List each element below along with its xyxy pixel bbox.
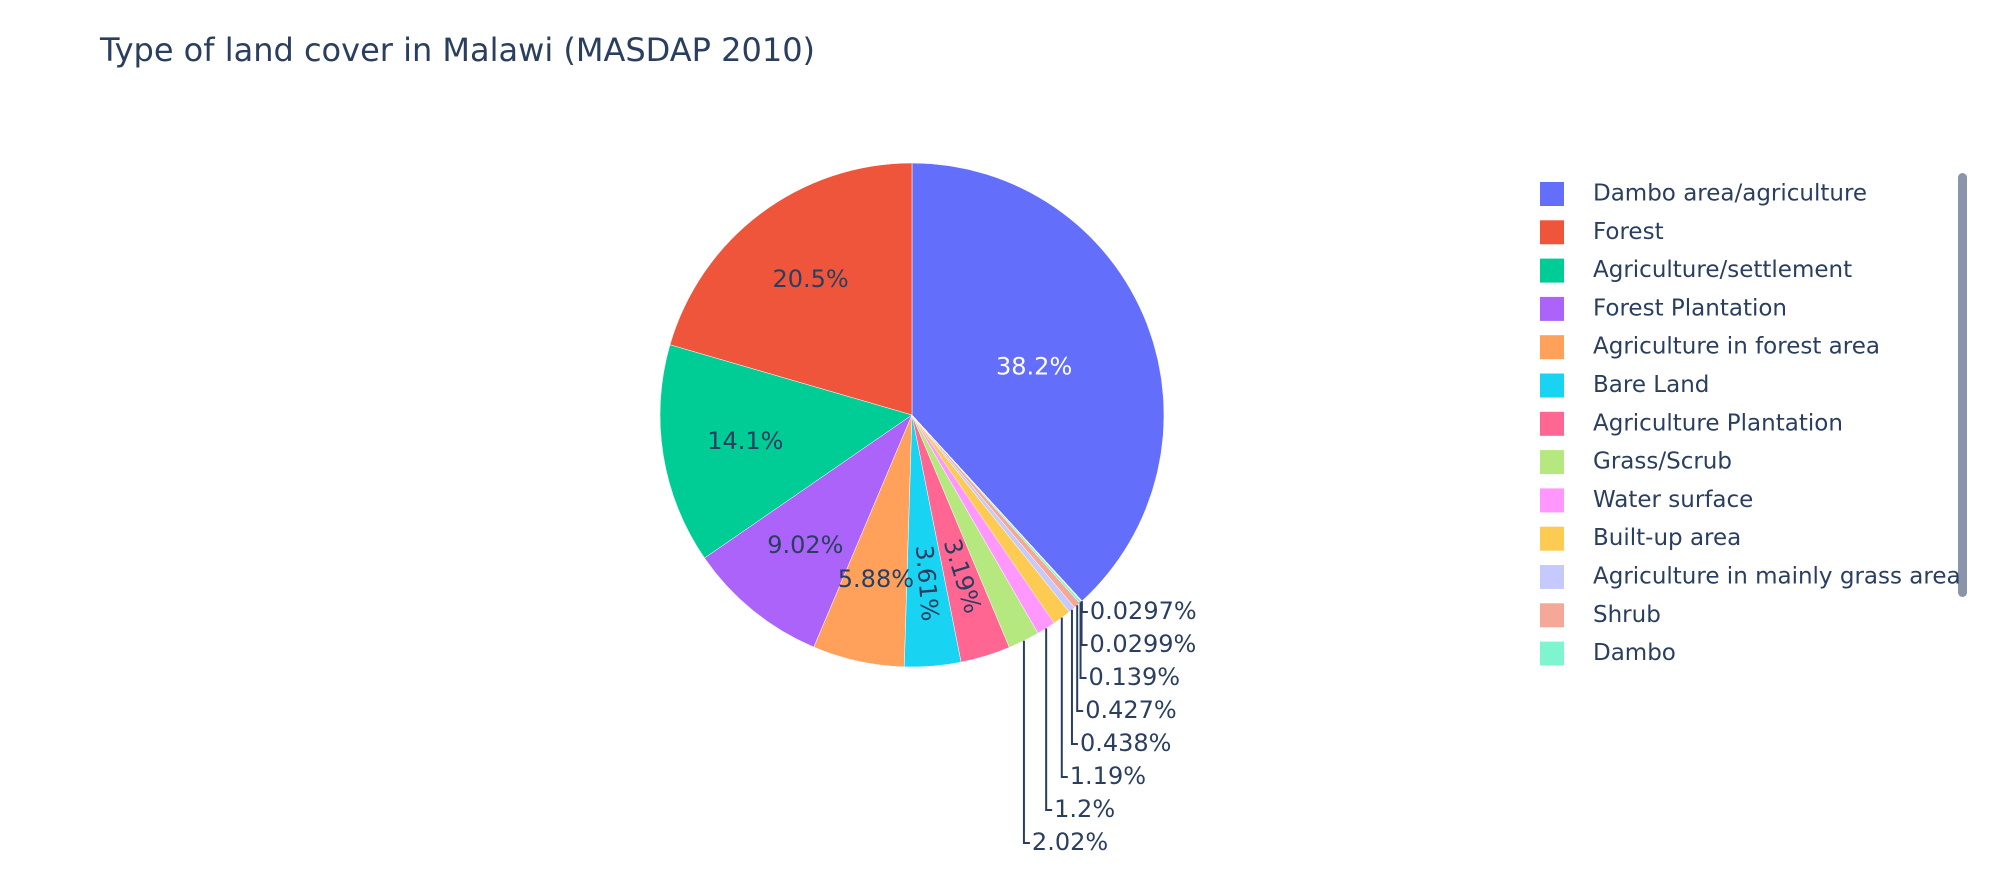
legend-swatch [1540,565,1564,589]
legend-label: Agriculture in forest area [1593,334,1880,360]
legend-swatch [1540,335,1564,360]
slice-label: 38.2% [996,353,1072,381]
leader-line [1080,601,1088,613]
leader-line [1070,609,1078,745]
legend-scrollbar[interactable] [1958,173,1967,597]
legend-label: Grass/Scrub [1593,449,1732,475]
legend-label: Forest [1593,219,1664,245]
slice-label: 0.139% [1089,663,1181,691]
pie-slice [911,162,1165,602]
slice-label: 0.438% [1080,729,1172,757]
legend-swatch [1540,220,1564,245]
legend-swatch [1540,488,1564,513]
pie-slice [669,162,913,416]
legend-label: Dambo area/agriculture [1593,181,1867,207]
legend-label: Water surface [1593,487,1753,513]
legend-swatch [1540,411,1564,436]
slice-label: 1.2% [1054,795,1115,823]
legend-swatch [1540,373,1564,398]
slice-label: 1.19% [1070,762,1146,790]
pie-slice [704,414,913,648]
legend-label: Agriculture Plantation [1593,410,1843,436]
leader-line [1060,617,1068,778]
legend-swatch [1540,526,1564,551]
slice-label: 3.61% [910,544,944,622]
leader-line [1080,601,1088,646]
slice-label: 9.02% [767,531,843,559]
legend-swatch [1540,258,1564,283]
slice-label: 5.88% [838,565,914,593]
legend-label: Built-up area [1593,525,1741,551]
legend-swatch [1540,603,1564,628]
legend-label: Agriculture in mainly grass area [1593,564,1961,590]
legend-swatch [1540,450,1564,475]
legend-swatch [1540,641,1564,666]
slice-label: 0.0297% [1090,597,1197,625]
slice-label: 20.5% [772,265,848,293]
slice-label: 0.427% [1085,696,1177,724]
legend-label: Agriculture/settlement [1593,257,1852,283]
legend-label: Dambo [1593,640,1676,666]
chart-title: Type of land cover in Malawi (MASDAP 201… [99,31,815,69]
legend-label: Bare Land [1593,372,1709,398]
pie-slice [659,344,913,559]
slice-label: 2.02% [1032,828,1108,856]
leader-line [1045,628,1053,811]
slice-label: 0.0299% [1090,630,1197,658]
slice-label: 14.1% [707,427,783,455]
leader-line [1022,640,1030,844]
legend-swatch [1540,296,1564,321]
legend-label: Forest Plantation [1593,295,1787,321]
legend-swatch [1540,182,1564,206]
leader-line [1076,605,1084,712]
legend-label: Shrub [1593,602,1661,628]
